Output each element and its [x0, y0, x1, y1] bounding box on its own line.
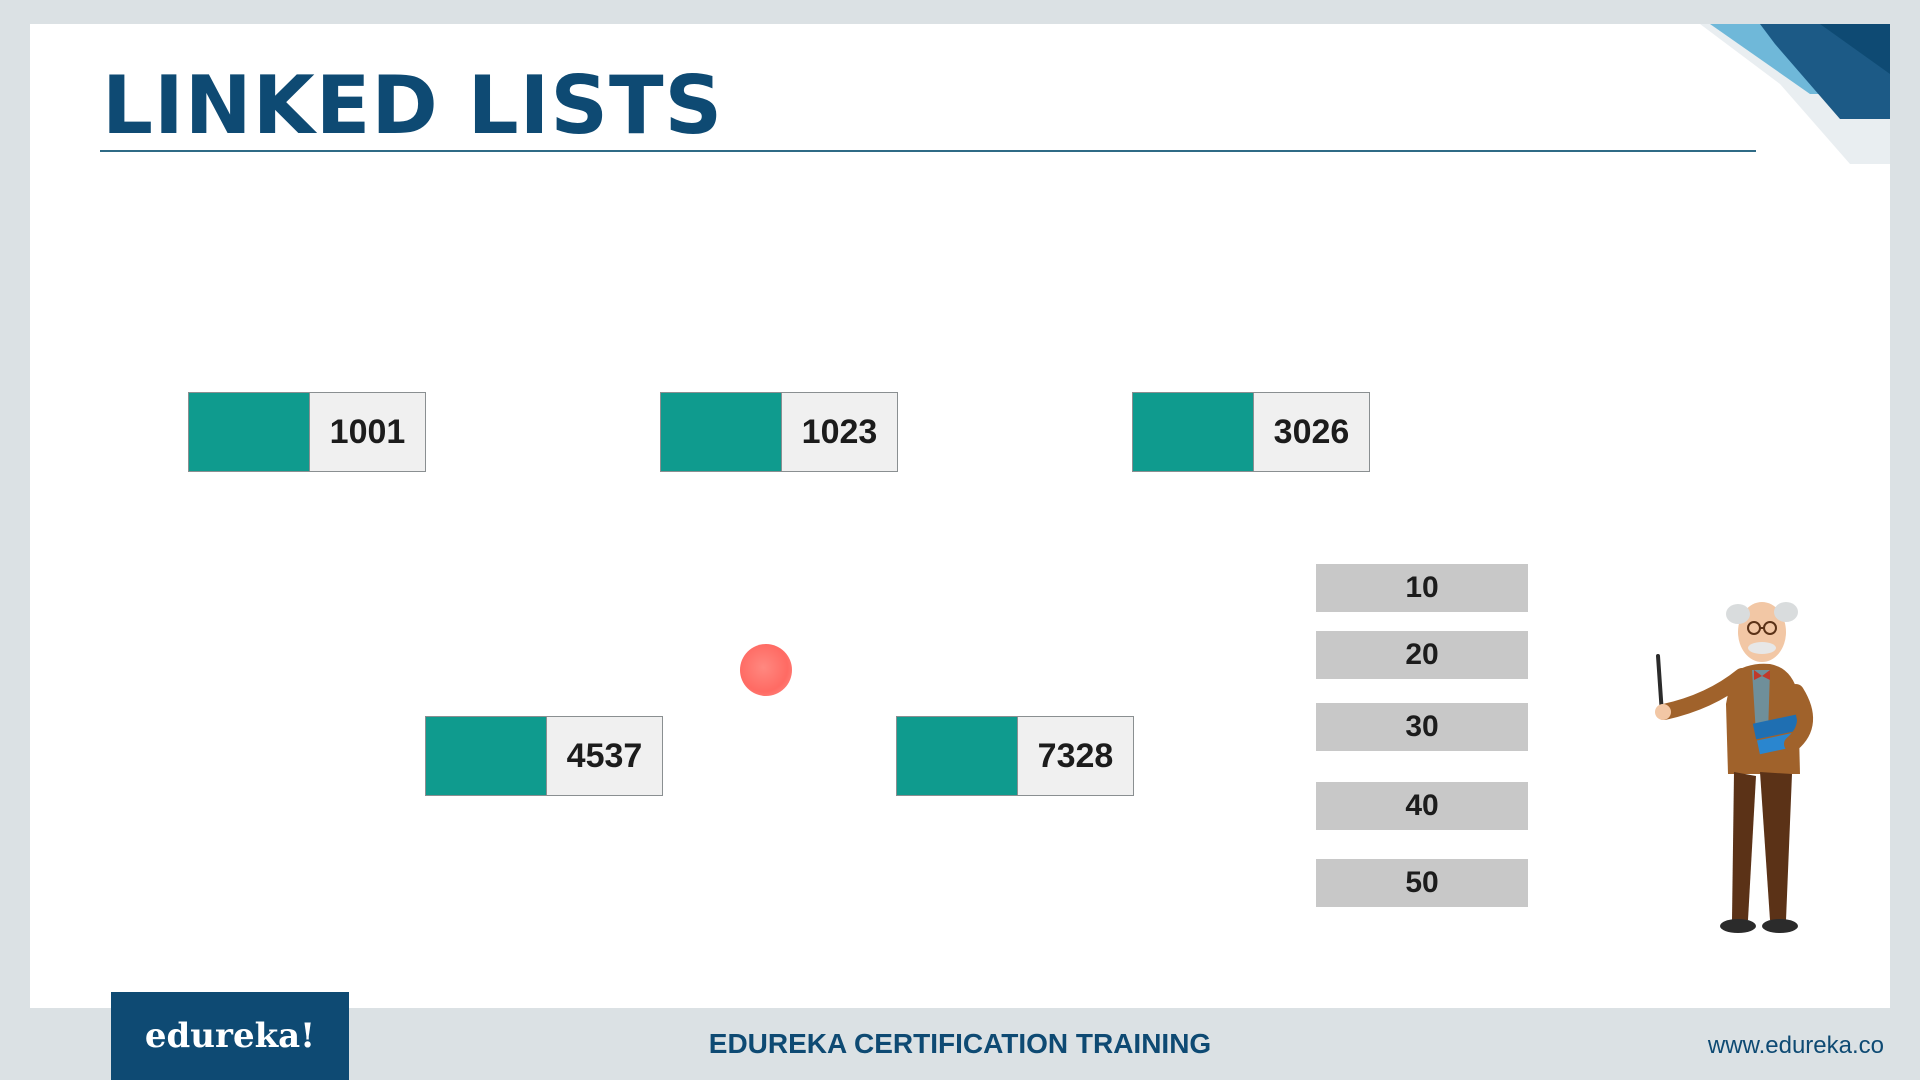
slide: LINKED LISTS 1001 1023 3026 4537 7328: [30, 24, 1890, 1008]
list-node-7328: 7328: [896, 716, 1134, 796]
edureka-logo: edureka!: [111, 992, 349, 1080]
value-box: 40: [1316, 782, 1528, 830]
node-address: 4537: [566, 736, 643, 775]
node-address: 3026: [1273, 412, 1350, 451]
value-box: 30: [1316, 703, 1528, 751]
list-node-3026: 3026: [1132, 392, 1370, 472]
corner-decoration-icon: [1700, 24, 1890, 164]
list-node-1023: 1023: [660, 392, 898, 472]
footer-training-text: EDUREKA CERTIFICATION TRAINING: [708, 1028, 1212, 1059]
value-box: 20: [1316, 631, 1528, 679]
node-data-field: [1133, 393, 1254, 471]
list-node-1001: 1001: [188, 392, 426, 472]
slide-title: LINKED LISTS: [102, 59, 724, 152]
node-address: 7328: [1037, 736, 1114, 775]
value-box: 50: [1316, 859, 1528, 907]
title-underline: [100, 150, 1756, 152]
node-data-field: [897, 717, 1018, 795]
node-data-field: [426, 717, 547, 795]
node-data-field: [189, 393, 310, 471]
value-box: 10: [1316, 564, 1528, 612]
footer-url: www.edureka.co: [1707, 1032, 1884, 1059]
node-address: 1023: [801, 412, 878, 451]
list-node-4537: 4537: [425, 716, 663, 796]
node-data-field: [661, 393, 782, 471]
node-address: 1001: [329, 412, 406, 451]
professor-character-icon: [1655, 602, 1813, 933]
pointer-dot-icon: [740, 644, 792, 696]
